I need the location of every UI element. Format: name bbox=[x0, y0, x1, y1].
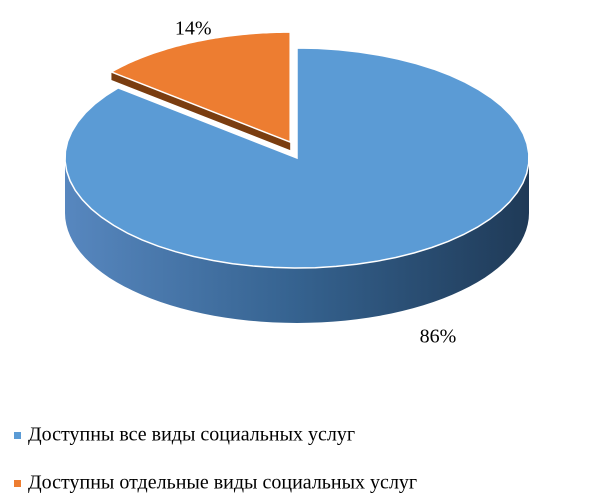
slice bbox=[109, 31, 291, 144]
legend-swatch bbox=[14, 480, 21, 487]
slice-side bbox=[65, 158, 529, 323]
data-label: 14% bbox=[175, 18, 212, 40]
data-label: 86% bbox=[420, 326, 457, 348]
slice-face bbox=[111, 71, 291, 151]
legend-label: Доступны отдельные виды социальных услуг bbox=[28, 472, 417, 494]
legend-swatch bbox=[14, 432, 21, 439]
slice bbox=[64, 47, 530, 269]
legend-label: Доступны все виды социальных услуг bbox=[28, 424, 355, 446]
